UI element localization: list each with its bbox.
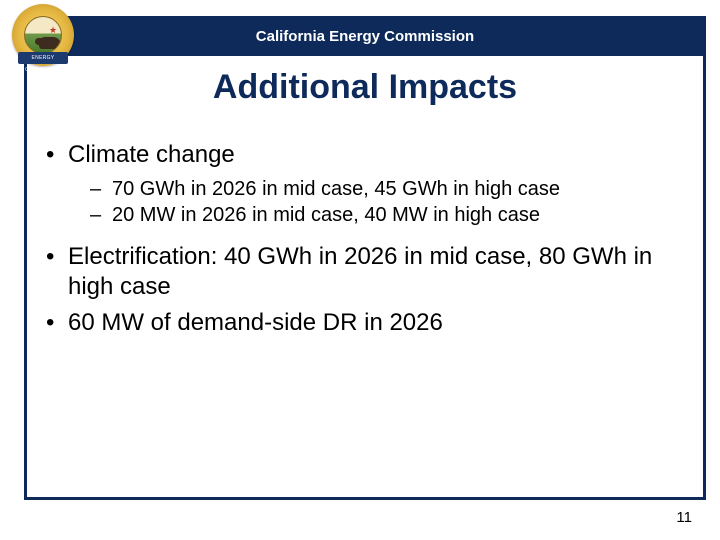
seal-banner-text: ENERGY COMMISSION — [18, 52, 68, 64]
state-seal-logo: ★ ENERGY COMMISSION — [12, 4, 74, 66]
sub-bullet-item: 70 GWh in 2026 in mid case, 45 GWh in hi… — [84, 176, 676, 202]
bullet-item: 60 MW of demand-side DR in 2026 — [44, 308, 676, 338]
bullet-text: 60 MW of demand-side DR in 2026 — [68, 309, 443, 336]
bullet-text: Electrification: 40 GWh in 2026 in mid c… — [68, 243, 652, 300]
sub-bullet-text: 70 GWh in 2026 in mid case, 45 GWh in hi… — [112, 178, 560, 200]
bullet-item: Climate change 70 GWh in 2026 in mid cas… — [44, 140, 676, 228]
sub-bullet-text: 20 MW in 2026 in mid case, 40 MW in high… — [112, 204, 540, 226]
bullet-text: Climate change — [68, 141, 235, 168]
slide-title: Additional Impacts — [24, 68, 706, 107]
bullet-item: Electrification: 40 GWh in 2026 in mid c… — [44, 242, 676, 302]
content-area: Climate change 70 GWh in 2026 in mid cas… — [44, 140, 676, 344]
sub-bullet-item: 20 MW in 2026 in mid case, 40 MW in high… — [84, 202, 676, 228]
page-number: 11 — [676, 509, 692, 526]
title-block: Additional Impacts — [24, 68, 706, 107]
